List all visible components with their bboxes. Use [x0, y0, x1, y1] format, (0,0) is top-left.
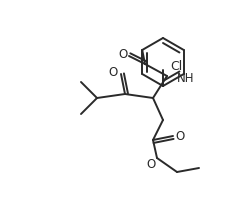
Text: O: O	[118, 48, 127, 61]
Text: NH: NH	[176, 73, 194, 85]
Text: O: O	[175, 129, 184, 142]
Text: O: O	[146, 158, 155, 170]
Text: O: O	[108, 65, 117, 79]
Text: Cl: Cl	[169, 61, 181, 74]
